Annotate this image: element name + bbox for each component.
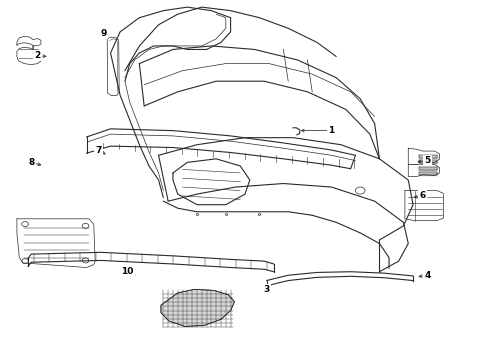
Text: 8: 8 (28, 158, 34, 167)
Polygon shape (419, 171, 437, 175)
Polygon shape (419, 160, 437, 163)
Text: 2: 2 (34, 51, 41, 60)
Text: 7: 7 (96, 145, 102, 154)
Text: 1: 1 (328, 126, 335, 135)
Text: 4: 4 (424, 271, 431, 280)
Polygon shape (419, 167, 437, 171)
Text: 9: 9 (100, 29, 106, 38)
Text: 10: 10 (121, 267, 134, 276)
Text: 5: 5 (424, 156, 431, 165)
Text: 3: 3 (264, 285, 270, 294)
Text: 6: 6 (419, 192, 426, 201)
Polygon shape (161, 289, 234, 327)
Polygon shape (419, 154, 437, 158)
